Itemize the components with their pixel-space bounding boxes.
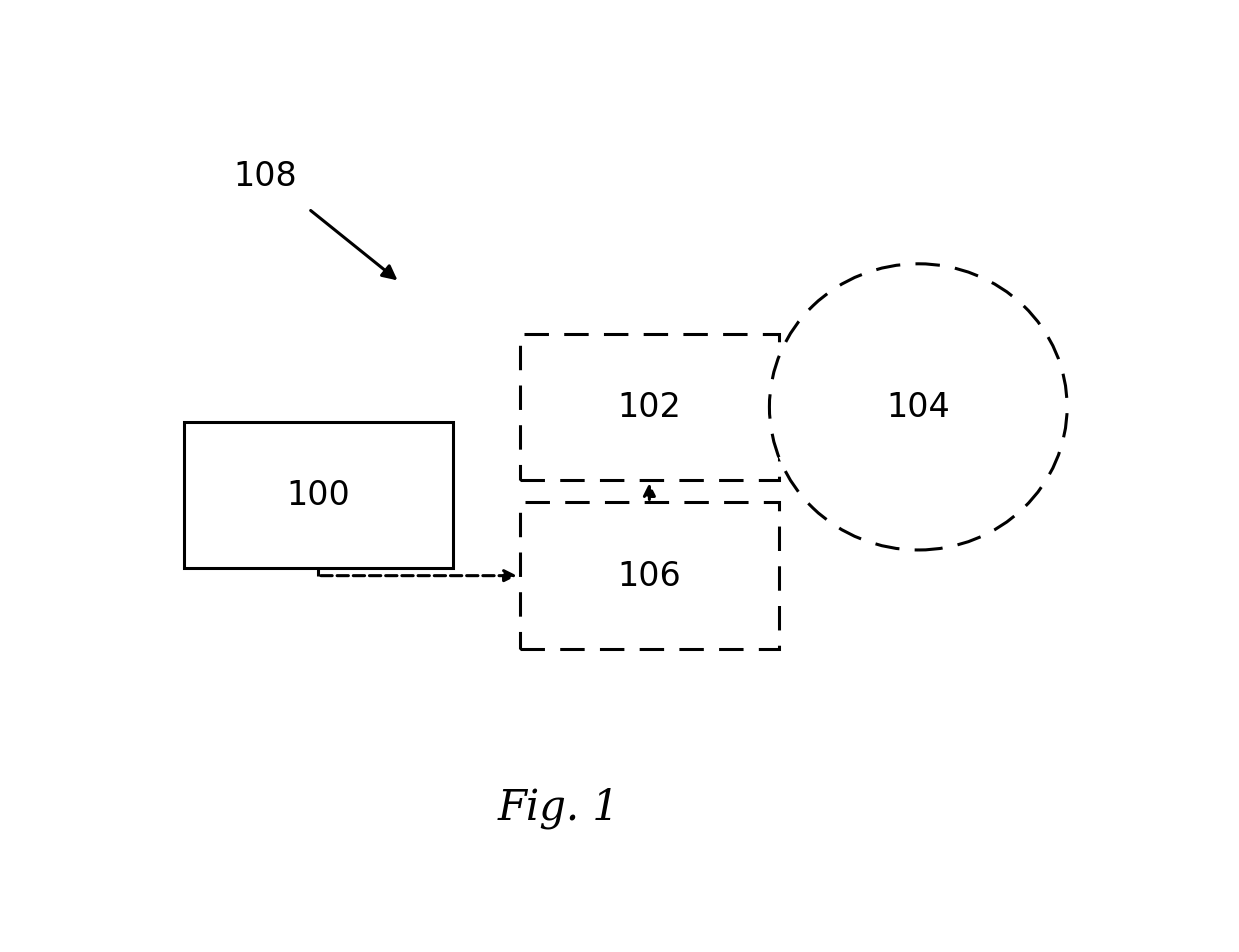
- Bar: [520, 503, 779, 649]
- Bar: [183, 422, 452, 568]
- Text: 100: 100: [286, 479, 349, 512]
- Text: Fig. 1: Fig. 1: [497, 786, 620, 828]
- Text: 106: 106: [617, 560, 681, 592]
- Bar: [520, 334, 779, 481]
- Text: 108: 108: [233, 160, 297, 193]
- Ellipse shape: [769, 265, 1067, 550]
- Text: 102: 102: [617, 391, 681, 424]
- Text: 104: 104: [886, 391, 950, 424]
